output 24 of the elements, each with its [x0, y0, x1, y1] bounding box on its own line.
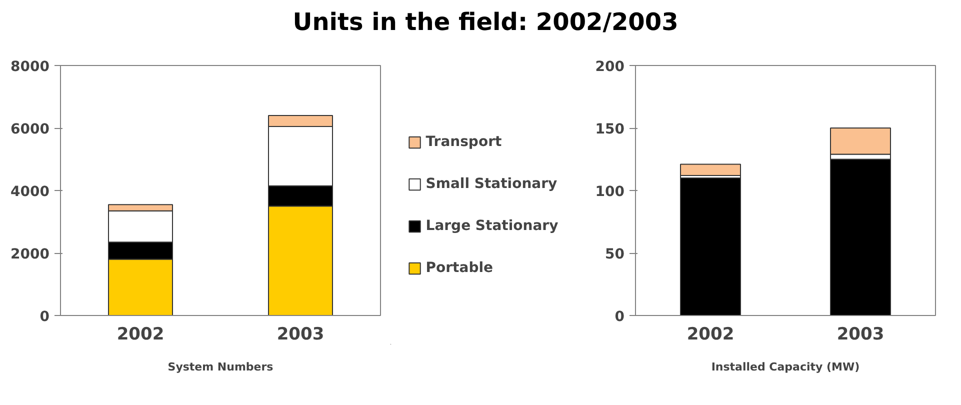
- bar: [680, 164, 741, 176]
- y-tick-label: 2000: [10, 246, 50, 262]
- x-axis-title: System Numbers: [168, 360, 274, 374]
- legend-label: Portable: [426, 260, 494, 276]
- y-tick-label: 8000: [10, 59, 50, 75]
- y-tick-label: 0: [614, 309, 625, 325]
- y-tick-label: 200: [595, 59, 625, 75]
- y-tick-label: 4000: [10, 184, 50, 200]
- x-tick-label: 2003: [276, 324, 324, 344]
- y-tick-label: 6000: [10, 122, 50, 138]
- y-tick-label: 0: [40, 309, 50, 325]
- x-tick-label: 2002: [116, 324, 164, 344]
- x-tick-label: 2002: [686, 324, 734, 344]
- text: Units in the field: 2002/2003: [292, 7, 678, 38]
- x-axis-title: Installed Capacity (MW): [711, 360, 860, 374]
- bar: [830, 158, 891, 316]
- legend-label: Large Stationary: [426, 218, 558, 234]
- y-tick-label: 50: [605, 246, 625, 262]
- y-tick-label: 150: [595, 122, 625, 138]
- legend-label: Transport: [426, 134, 502, 150]
- legend-label: Small Stationary: [426, 176, 558, 192]
- x-tick-label: 2003: [836, 324, 884, 344]
- y-tick-label: 100: [595, 184, 625, 200]
- bar: [680, 178, 741, 316]
